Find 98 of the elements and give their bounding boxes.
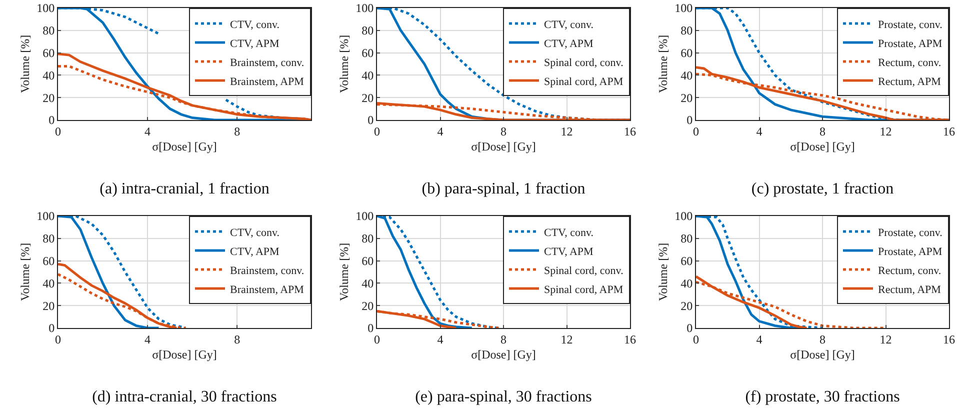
legend-label: Spinal cord, APM xyxy=(544,76,624,88)
x-tick-label: 12 xyxy=(880,332,892,346)
x-tick-label: 4 xyxy=(437,124,444,138)
y-tick-label: 100 xyxy=(674,209,693,224)
y-axis-title: Volume [%] xyxy=(656,34,670,94)
legend-label: Brainstem, APM xyxy=(230,76,304,88)
y-tick-label: 20 xyxy=(680,90,693,105)
y-tick-label: 20 xyxy=(42,298,55,313)
x-axis-title: σ[Dose] [Gy] xyxy=(471,139,536,154)
legend-label: Rectum, APM xyxy=(878,284,942,296)
legend-label: CTV, APM xyxy=(230,38,280,50)
y-tick-label: 0 xyxy=(368,321,374,336)
y-tick-label: 40 xyxy=(42,276,55,290)
y-tick-label: 0 xyxy=(48,113,55,128)
legend-label: CTV, conv. xyxy=(544,18,594,31)
x-tick-label: 8 xyxy=(820,124,826,138)
x-axis-title: σ[Dose] [Gy] xyxy=(152,347,217,362)
y-tick-label: 40 xyxy=(680,68,693,82)
y-tick-label: 80 xyxy=(680,232,693,246)
x-tick-label: 16 xyxy=(943,124,955,138)
legend-label: Spinal cord, conv. xyxy=(544,264,624,277)
y-tick-label: 0 xyxy=(368,113,374,128)
y-tick-label: 40 xyxy=(362,68,374,82)
x-tick-label: 16 xyxy=(624,332,636,346)
y-tick-label: 100 xyxy=(356,1,374,16)
y-tick-label: 60 xyxy=(42,254,55,268)
y-tick-label: 40 xyxy=(680,276,693,290)
y-tick-label: 100 xyxy=(356,209,374,224)
legend-label: Brainstem, APM xyxy=(230,284,304,296)
text: (c) prostate, 1 fraction xyxy=(751,180,894,198)
y-tick-label: 20 xyxy=(362,90,374,105)
legend-label: Brainstem, conv. xyxy=(230,56,304,69)
x-tick-label: 12 xyxy=(880,124,892,138)
y-tick-label: 20 xyxy=(680,298,693,313)
y-axis-title: Volume [%] xyxy=(18,242,32,302)
legend-label: Rectum, conv. xyxy=(878,264,942,277)
legend-label: Prostate, conv. xyxy=(878,18,943,31)
y-tick-label: 100 xyxy=(36,209,55,224)
text: (d) intra-cranial, 30 fractions xyxy=(92,388,277,406)
legend-label: CTV, conv. xyxy=(230,18,280,31)
x-tick-label: 8 xyxy=(234,124,240,138)
x-tick-label: 12 xyxy=(560,332,573,346)
y-tick-label: 80 xyxy=(680,24,693,38)
text: (e) para-spinal, 30 fractions xyxy=(415,388,592,406)
y-tick-label: 80 xyxy=(362,232,374,246)
y-tick-label: 0 xyxy=(686,321,693,336)
x-axis-title: σ[Dose] [Gy] xyxy=(790,139,855,154)
x-tick-label: 8 xyxy=(500,332,506,346)
legend-label: Spinal cord, APM xyxy=(544,284,624,296)
y-tick-label: 40 xyxy=(362,276,374,290)
y-tick-label: 60 xyxy=(42,46,55,60)
y-tick-label: 80 xyxy=(42,24,55,38)
legend-label: CTV, conv. xyxy=(230,226,280,239)
y-tick-label: 60 xyxy=(362,46,374,60)
y-tick-label: 20 xyxy=(42,90,55,105)
text: (a) intra-cranial, 1 fraction xyxy=(100,180,270,198)
legend-label: Rectum, conv. xyxy=(878,56,942,69)
legend-label: CTV, APM xyxy=(544,38,594,50)
legend-label: Spinal cord, conv. xyxy=(544,56,624,69)
x-tick-label: 8 xyxy=(500,124,506,138)
text: (f) prostate, 30 fractions xyxy=(745,388,900,406)
y-tick-label: 80 xyxy=(42,232,55,246)
y-tick-label: 80 xyxy=(362,24,374,38)
x-axis-title: σ[Dose] [Gy] xyxy=(471,347,536,362)
x-tick-label: 4 xyxy=(756,332,762,346)
y-tick-label: 100 xyxy=(674,1,693,16)
y-tick-label: 100 xyxy=(36,1,55,16)
y-axis-title: Volume [%] xyxy=(18,34,32,94)
legend-label: Brainstem, conv. xyxy=(230,264,304,277)
x-tick-label: 4 xyxy=(437,332,444,346)
y-axis-title: Volume [%] xyxy=(656,242,670,302)
y-axis-title: Volume [%] xyxy=(336,242,351,302)
x-tick-label: 8 xyxy=(234,332,240,346)
x-tick-label: 4 xyxy=(144,124,151,138)
x-tick-label: 4 xyxy=(756,124,762,138)
x-tick-label: 12 xyxy=(560,124,573,138)
y-tick-label: 20 xyxy=(362,298,374,313)
legend-label: CTV, conv. xyxy=(544,226,594,239)
legend-label: CTV, APM xyxy=(544,246,594,258)
x-tick-label: 16 xyxy=(943,332,955,346)
legend-label: Prostate, APM xyxy=(878,246,942,258)
y-axis-title: Volume [%] xyxy=(336,34,351,94)
y-tick-label: 60 xyxy=(680,254,693,268)
x-axis-title: σ[Dose] [Gy] xyxy=(790,347,855,362)
x-tick-label: 4 xyxy=(144,332,151,346)
y-tick-label: 60 xyxy=(362,254,374,268)
y-tick-label: 0 xyxy=(48,321,55,336)
legend-label: Rectum, APM xyxy=(878,76,942,88)
y-tick-label: 60 xyxy=(680,46,693,60)
x-tick-label: 8 xyxy=(820,332,826,346)
x-tick-label: 16 xyxy=(624,124,636,138)
y-tick-label: 40 xyxy=(42,68,55,82)
legend-label: Prostate, conv. xyxy=(878,226,943,239)
legend-label: CTV, APM xyxy=(230,246,280,258)
legend-label: Prostate, APM xyxy=(878,38,942,50)
y-tick-label: 0 xyxy=(686,113,693,128)
x-axis-title: σ[Dose] [Gy] xyxy=(152,139,217,154)
text: (b) para-spinal, 1 fraction xyxy=(422,180,586,198)
